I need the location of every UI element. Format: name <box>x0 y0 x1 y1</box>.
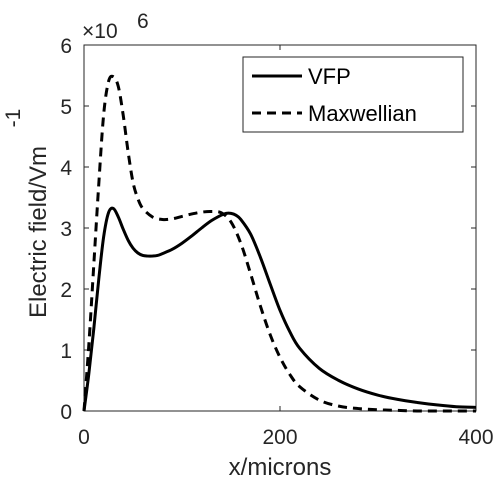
y-tick-label: 6 <box>60 35 72 58</box>
x-tick-label: 0 <box>78 426 90 449</box>
y-axis-label-superscript: -1 <box>2 109 25 128</box>
y-tick-label: 5 <box>60 96 72 119</box>
x-tick-label: 200 <box>262 426 297 449</box>
y-tick-label: 1 <box>60 340 72 363</box>
series-line-vfp <box>84 208 476 411</box>
x-tick-label: 400 <box>458 426 493 449</box>
y-tick-label: 3 <box>60 218 72 241</box>
legend: VFP Maxwellian <box>243 57 463 132</box>
y-tick-label: 2 <box>60 279 72 302</box>
y-axis-label: Electric field/Vm <box>25 146 52 318</box>
y-exponent-label: ×10 <box>82 20 118 43</box>
y-tick-label: 0 <box>60 401 72 424</box>
x-axis-label: x/microns <box>229 454 332 481</box>
y-exponent-power: 6 <box>137 10 149 33</box>
y-tick-label: 4 <box>60 157 72 180</box>
legend-label-maxwellian: Maxwellian <box>308 101 417 126</box>
legend-label-vfp: VFP <box>308 64 351 89</box>
